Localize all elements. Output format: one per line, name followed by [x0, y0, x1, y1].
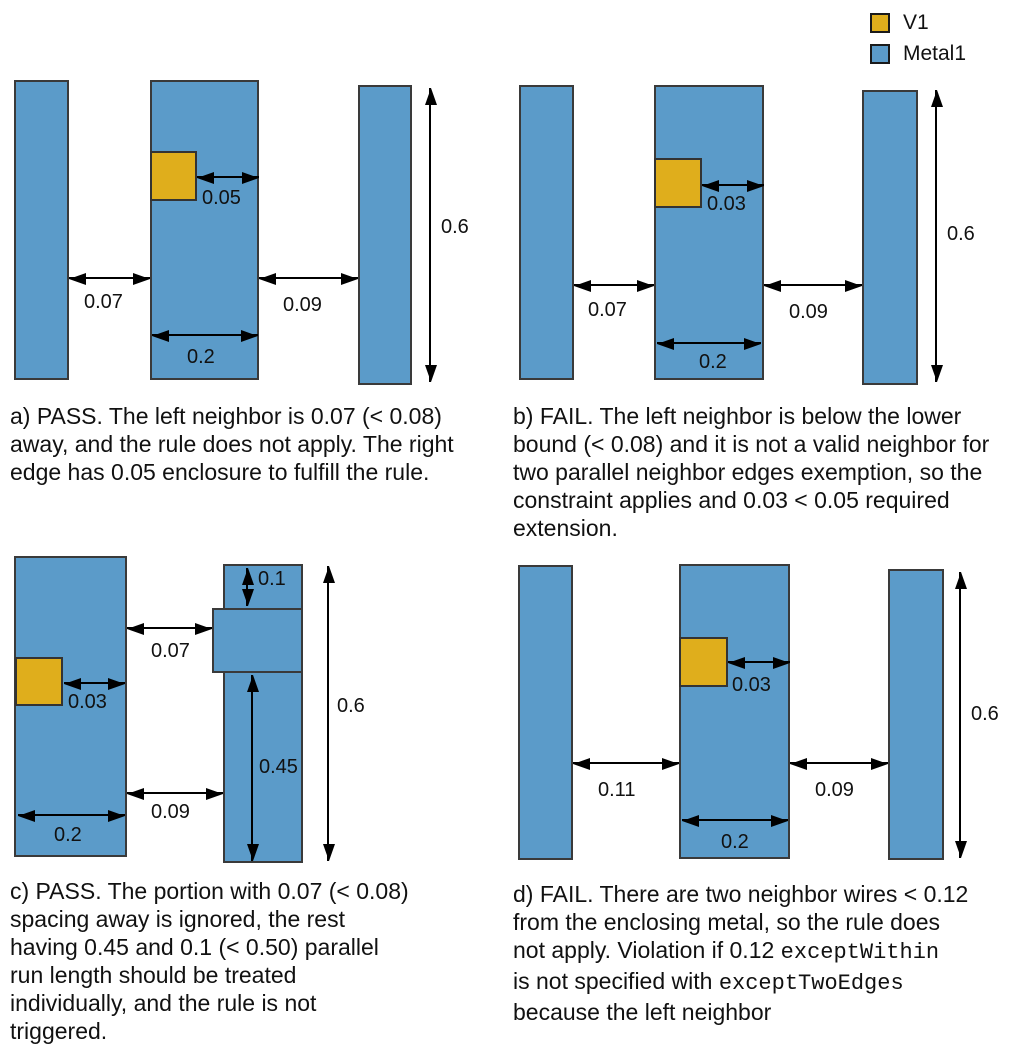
dim-label-left-gap-a: 0.07: [84, 291, 123, 313]
metal1-wire-right-bump-c: [212, 608, 303, 673]
dim-label-width-b: 0.2: [699, 351, 727, 373]
metal1-wire-left-a: [14, 80, 69, 380]
caption-b-line: two parallel neighbor edges exemption, s…: [513, 459, 983, 485]
dim-arrow-run-length-c: [247, 675, 259, 861]
dim-arrow-width-d: [682, 815, 788, 827]
caption-b-line: extension.: [513, 515, 618, 541]
dim-label-enclosure-b: 0.03: [707, 193, 746, 215]
caption-b: b) FAIL. The left neighbor is below the …: [513, 402, 1013, 542]
caption-b-line: bound (< 0.08) and it is not a valid nei…: [513, 431, 990, 457]
dim-arrow-enclosure-a: [197, 172, 259, 184]
dim-arrow-enclosure-c: [64, 678, 125, 690]
caption-d-text: not apply. Violation if 0.12: [513, 937, 781, 963]
caption-d-code-excepttwoedges: exceptTwoEdges: [718, 971, 904, 996]
legend-label-metal1: Metal1: [903, 42, 967, 65]
v1-via-c: [15, 657, 63, 706]
caption-c-line: individually, and the rule is not: [10, 990, 317, 1016]
v1-via-a: [150, 151, 197, 201]
dim-label-right-gap-d: 0.09: [815, 779, 854, 801]
dim-label-right-gap-a: 0.09: [283, 294, 322, 316]
dim-arrow-top-gap-c: [127, 623, 212, 635]
caption-a-line: a) PASS. The left neighbor is 0.07 (< 0.…: [10, 403, 442, 429]
caption-c-line: run length should be treated: [10, 962, 297, 988]
dim-label-width-a: 0.2: [187, 346, 215, 368]
v1-via-b: [654, 158, 702, 208]
dim-arrow-left-gap-a: [69, 273, 150, 285]
caption-c-line: c) PASS. The portion with 0.07 (< 0.08): [10, 878, 409, 904]
dim-arrow-width-a: [152, 330, 258, 342]
dim-arrow-height-b: [931, 90, 943, 382]
dim-label-top-gap-c: 0.07: [151, 640, 190, 662]
caption-d-line: is not specified with exceptTwoEdges: [513, 967, 1013, 998]
dim-label-right-gap-b: 0.09: [789, 301, 828, 323]
dim-label-width-c: 0.2: [54, 824, 82, 846]
legend-label-v1: V1: [903, 11, 929, 34]
caption-b-line: b) FAIL. The left neighbor is below the …: [513, 403, 962, 429]
caption-d-code-exceptwithin: exceptWithin: [780, 940, 940, 965]
dim-arrow-top-height-c: [242, 568, 254, 606]
dim-arrow-height-d: [955, 572, 967, 858]
metal1-wire-right-d: [888, 569, 944, 860]
dim-arrow-height-a: [425, 88, 437, 382]
dim-arrow-enclosure-d: [728, 657, 790, 669]
caption-d-line: not apply. Violation if 0.12 exceptWithi…: [513, 936, 1013, 967]
metal1-wire-left-b: [519, 85, 574, 380]
dim-arrow-width-b: [657, 338, 761, 350]
dim-label-left-gap-d: 0.11: [598, 779, 636, 801]
caption-c-line: triggered.: [10, 1018, 108, 1044]
dim-label-height-c: 0.6: [337, 695, 365, 717]
dim-arrow-height-c: [323, 566, 335, 861]
caption-c: c) PASS. The portion with 0.07 (< 0.08) …: [10, 877, 515, 1045]
dim-label-height-b: 0.6: [947, 223, 975, 245]
dim-label-left-gap-b: 0.07: [588, 299, 627, 321]
dim-arrow-right-gap-d: [790, 758, 888, 770]
caption-a-line: edge has 0.05 enclosure to fulfill the r…: [10, 459, 430, 485]
dim-arrow-enclosure-b: [702, 180, 764, 192]
caption-c-line: spacing away is ignored, the rest: [10, 906, 345, 932]
caption-d-line: from the enclosing metal, so the rule do…: [513, 909, 941, 935]
metal1-wire-center-d: [679, 564, 790, 859]
dim-arrow-right-gap-a: [259, 273, 358, 285]
dim-arrow-right-gap-b: [764, 280, 862, 292]
metal1-wire-left-d: [518, 565, 573, 860]
dim-label-enclosure-a: 0.05: [202, 187, 241, 209]
caption-d-text: is not specified with: [513, 968, 719, 994]
caption-d-line: d) FAIL. There are two neighbor wires < …: [513, 881, 969, 907]
dim-label-bottom-gap-c: 0.09: [151, 801, 190, 823]
dim-label-enclosure-d: 0.03: [732, 674, 771, 696]
dim-arrow-left-gap-b: [574, 280, 654, 292]
caption-a: a) PASS. The left neighbor is 0.07 (< 0.…: [10, 402, 515, 486]
metal1-wire-center-b: [654, 85, 764, 380]
caption-a-line: away, and the rule does not apply. The r…: [10, 431, 454, 457]
v1-swatch-icon: [870, 13, 890, 33]
metal1-swatch-icon: [870, 44, 890, 64]
caption-d: d) FAIL. There are two neighbor wires < …: [513, 880, 1013, 1026]
dim-label-top-height-c: 0.1: [258, 568, 286, 590]
dim-arrow-left-gap-d: [573, 758, 679, 770]
dim-label-enclosure-c: 0.03: [68, 691, 107, 713]
dim-label-height-d: 0.6: [971, 703, 999, 725]
dim-arrow-bottom-gap-c: [127, 788, 223, 800]
v1-via-d: [679, 637, 728, 687]
caption-c-line: having 0.45 and 0.1 (< 0.50) parallel: [10, 934, 379, 960]
metal1-wire-right-a: [358, 85, 412, 385]
caption-b-line: constraint applies and 0.03 < 0.05 requi…: [513, 487, 950, 513]
dim-label-width-d: 0.2: [721, 831, 749, 853]
dim-label-run-length-c: 0.45: [259, 756, 298, 778]
caption-d-line: because the left neighbor: [513, 999, 772, 1025]
metal1-wire-left-c: [14, 556, 127, 857]
dim-arrow-width-c: [18, 810, 125, 822]
metal1-wire-right-b: [862, 90, 918, 385]
dim-label-height-a: 0.6: [441, 216, 469, 238]
